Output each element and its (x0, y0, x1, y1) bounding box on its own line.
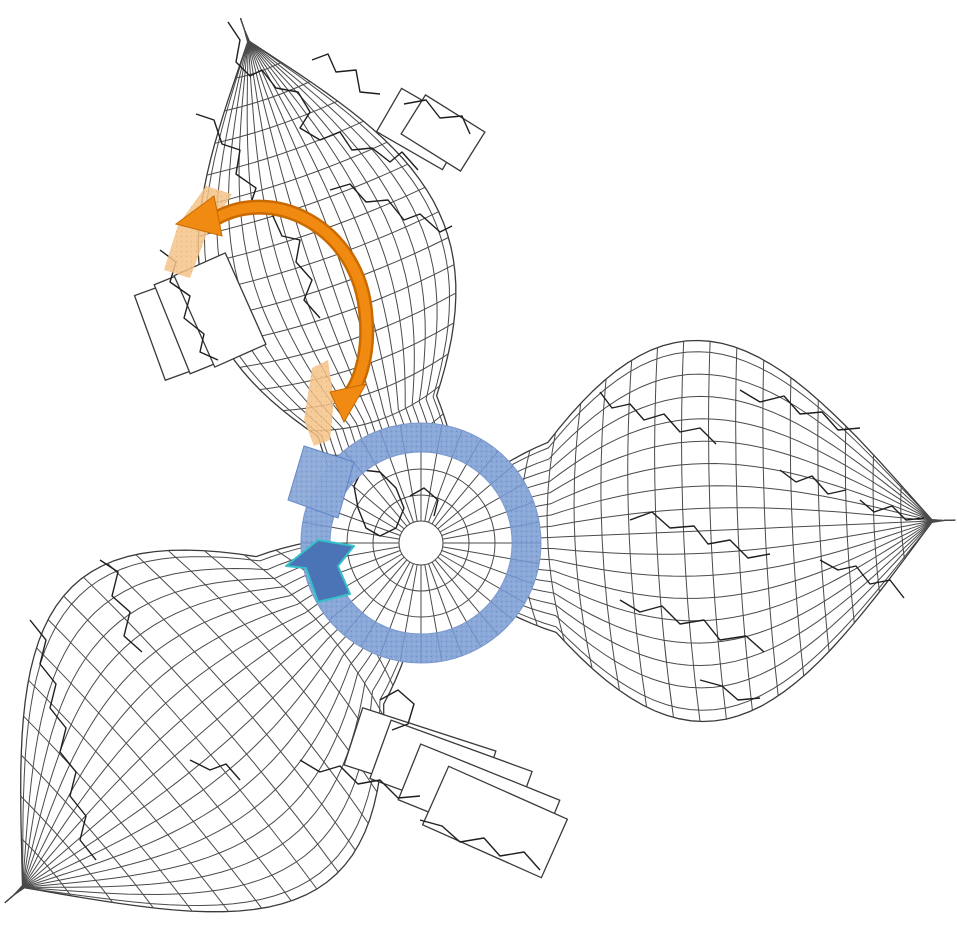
lobe-strips (133, 87, 569, 879)
blue-patch (287, 445, 355, 519)
map-lobes (4, 17, 956, 913)
curved-orange-arrow-icon (174, 195, 375, 424)
lobe-right (477, 339, 956, 723)
blue-arrow-icon (285, 539, 355, 603)
orange-band-center (304, 360, 334, 446)
lobe-lower (4, 536, 416, 913)
lobe-upper (197, 17, 459, 507)
